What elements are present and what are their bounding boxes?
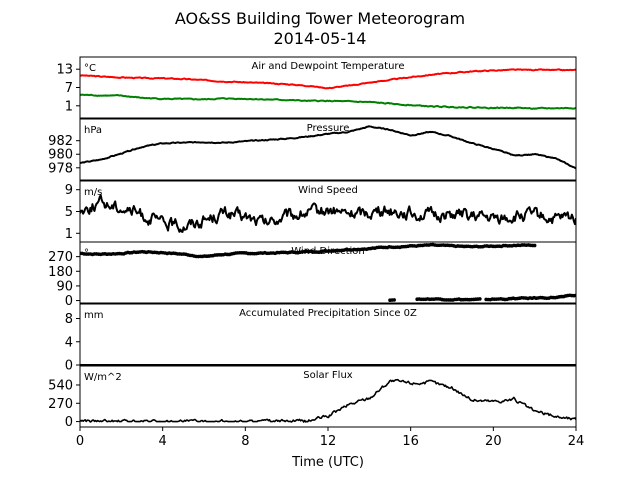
panel-0-unit: °C [84,63,96,74]
panel-2-series-0-line [80,194,576,233]
panel-4: 8 4 0 mm Accumulated Precipitation Since 0Z [65,303,577,374]
panel-5-title: Solar Flux [303,370,353,381]
figure-subtitle: 2014-05-14 [274,29,367,48]
panel-5-unit: W/m^2 [84,372,122,383]
panel-0-ytick-label: 13 [56,63,73,78]
panel-1-ytick-label: 980 [48,148,73,163]
panel-5-plot-area [80,378,576,423]
panel-0-series-1-line [80,93,576,110]
panel-5-ytick-label: 540 [48,378,73,393]
panel-2: 9 5 1 m/s Wind Speed [65,180,577,243]
panel-1-series-0-line [80,125,576,170]
x-tick-label: 12 [320,434,337,449]
panel-5-series-0-line [80,378,576,423]
panel-5-ytick-label: 270 [48,397,73,412]
panel-1-plot-area [80,125,576,170]
x-tick-label: 4 [159,434,167,449]
x-tick-label: 20 [485,434,502,449]
panel-4-ytick-label: 0 [65,359,73,374]
panel-4-unit: mm [84,310,103,321]
panel-2-plot-area [80,194,576,233]
panel-0-ytick-label: 7 [65,81,73,96]
panel-0-ytick-label: 1 [65,99,73,114]
wind-direction-point [478,297,482,301]
panel-1-ytick-label: 978 [48,161,73,176]
x-tick-label: 8 [241,434,249,449]
panel-2-ytick-label: 1 [65,227,73,242]
x-tick-label: 24 [568,434,585,449]
panel-4-title: Accumulated Precipitation Since 0Z [239,308,417,319]
panel-4-frame [79,303,577,366]
panel-4-ytick-label: 4 [65,335,73,350]
wind-direction-point [532,243,537,248]
wind-direction-point [392,298,396,302]
panel-3-ytick-label: 0 [65,294,73,309]
panel-3-unit: ° [84,248,89,259]
panel-1-unit: hPa [84,125,102,136]
x-axis-label: Time (UTC) [291,455,364,470]
panel-1-title: Pressure [307,123,350,134]
panel-3-frame [79,241,577,304]
panel-0-plot-area [80,68,576,110]
panel-2-ytick-label: 9 [65,183,73,198]
panel-2-unit: m/s [84,187,102,198]
panel-1-frame [79,118,577,181]
panel-4-ytick-label: 8 [65,312,73,327]
panel-2-ytick-label: 5 [65,205,73,220]
panel-1-ytick-label: 982 [48,134,73,149]
panel-3-ytick-label: 180 [48,265,73,280]
x-tick-label: 0 [76,434,84,449]
panel-3-ytick-label: 90 [56,279,73,294]
x-tick-label: 16 [402,434,419,449]
panel-3-plot-area [80,242,576,303]
panel-5: 540 270 0 W/m^2 Solar Flux [48,365,577,430]
figure-title: AO&SS Building Tower Meteorogram [175,9,465,28]
panel-0-series-0-line [80,68,576,90]
panel-3-title: Wind Direction [291,246,365,257]
panel-0: 13 7 1 °C Air and Dewpoint Temperature [56,56,577,119]
panel-0-title: Air and Dewpoint Temperature [252,61,405,72]
x-axis-ticks: 0 4 8 12 16 20 24 [76,427,584,449]
panel-2-title: Wind Speed [298,185,358,196]
panel-3-ytick-label: 270 [48,250,73,265]
panel-5-ytick-label: 0 [65,415,73,430]
